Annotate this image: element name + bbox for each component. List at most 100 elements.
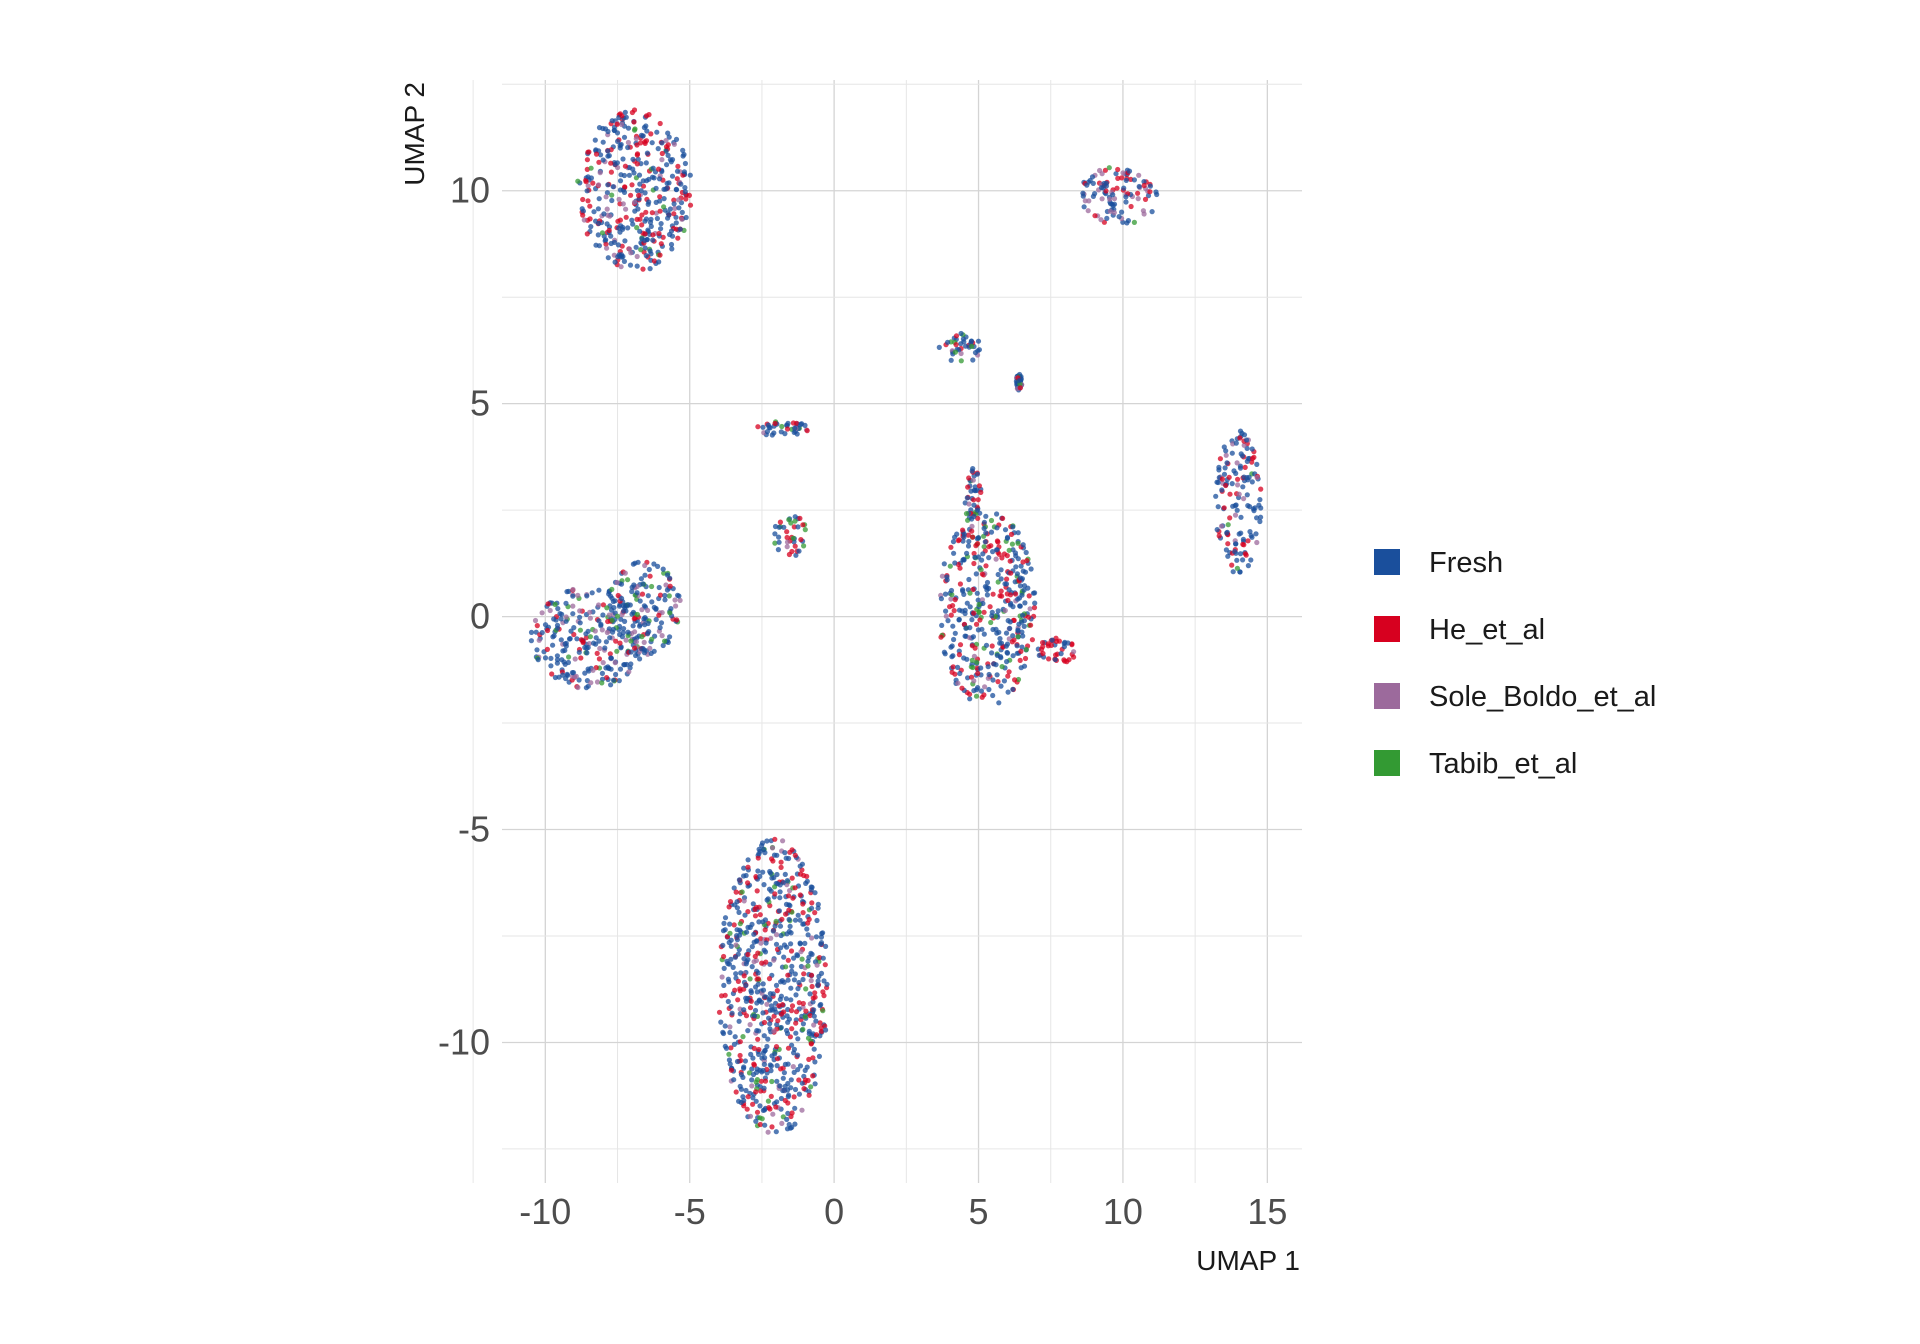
- point-he-et-al: [810, 1073, 816, 1079]
- point-fresh: [791, 1046, 798, 1052]
- point-fresh: [606, 153, 612, 159]
- point-he-et-al: [792, 885, 798, 891]
- point-he-et-al: [766, 976, 773, 982]
- point-fresh: [1015, 530, 1021, 536]
- point-he-et-al: [675, 235, 681, 241]
- point-fresh: [681, 169, 688, 175]
- point-he-et-al: [949, 669, 955, 675]
- point-fresh: [1014, 643, 1020, 649]
- point-fresh: [1019, 644, 1025, 650]
- point-he-et-al: [1007, 592, 1014, 598]
- point-tabib-et-al: [974, 659, 980, 665]
- point-he-et-al: [800, 522, 806, 528]
- point-he-et-al: [756, 904, 762, 910]
- point-he-et-al: [990, 591, 996, 597]
- point-fresh: [1002, 527, 1009, 533]
- point-fresh: [1222, 465, 1228, 471]
- point-he-et-al: [1128, 203, 1134, 210]
- point-fresh: [629, 217, 635, 223]
- point-he-et-al: [583, 635, 589, 641]
- point-he-et-al: [785, 957, 791, 963]
- point-fresh: [988, 529, 995, 535]
- point-fresh: [998, 567, 1004, 573]
- point-fresh: [1080, 190, 1086, 196]
- point-fresh: [1004, 659, 1010, 665]
- point-fresh: [628, 649, 634, 655]
- point-tabib-et-al: [666, 593, 672, 599]
- point-fresh: [748, 1051, 754, 1057]
- point-fresh: [764, 429, 771, 435]
- point-sole-boldo-et-al: [641, 639, 647, 646]
- point-he-et-al: [1022, 655, 1029, 662]
- x-axis-title: UMAP 1: [1196, 1245, 1300, 1276]
- point-he-et-al: [820, 989, 826, 995]
- point-he-et-al: [687, 202, 694, 208]
- point-he-et-al: [673, 226, 680, 232]
- point-fresh: [1116, 214, 1122, 220]
- point-he-et-al: [613, 638, 619, 644]
- point-fresh: [1018, 665, 1024, 671]
- point-he-et-al: [590, 180, 596, 186]
- point-fresh: [563, 618, 569, 624]
- point-fresh: [1240, 557, 1246, 563]
- point-fresh: [778, 1024, 784, 1031]
- point-fresh: [726, 1057, 733, 1063]
- point-fresh: [625, 144, 631, 151]
- point-fresh: [679, 209, 685, 215]
- point-fresh: [945, 618, 951, 624]
- point-sole-boldo-et-al: [672, 205, 678, 211]
- point-he-et-al: [806, 1092, 812, 1098]
- point-fresh: [773, 941, 780, 947]
- point-fresh: [605, 148, 611, 154]
- point-he-et-al: [1062, 658, 1068, 664]
- point-tabib-et-al: [740, 1034, 746, 1040]
- point-he-et-al: [623, 214, 629, 220]
- point-fresh: [734, 905, 741, 911]
- point-fresh: [767, 1021, 773, 1027]
- point-fresh: [615, 242, 622, 248]
- point-he-et-al: [549, 671, 555, 677]
- point-sole-boldo-et-al: [671, 141, 678, 147]
- point-sole-boldo-et-al: [532, 617, 539, 624]
- x-axis-ticks: -10 -5 0 5 10 15: [519, 1191, 1287, 1232]
- point-fresh: [1238, 451, 1244, 457]
- point-tabib-et-al: [769, 1078, 775, 1085]
- point-fresh: [595, 232, 601, 238]
- point-fresh: [767, 996, 773, 1002]
- point-he-et-al: [638, 140, 644, 146]
- point-fresh: [1003, 630, 1010, 636]
- point-fresh: [622, 605, 628, 611]
- point-fresh: [722, 1023, 728, 1029]
- point-fresh: [600, 139, 606, 145]
- point-fresh: [980, 551, 986, 557]
- point-fresh: [742, 1058, 749, 1064]
- point-fresh: [788, 1077, 794, 1083]
- point-he-et-al: [643, 113, 650, 119]
- point-fresh: [734, 937, 741, 943]
- point-fresh: [1234, 557, 1240, 563]
- point-he-et-al: [1004, 576, 1010, 582]
- point-tabib-et-al: [588, 165, 594, 171]
- point-fresh: [978, 688, 985, 694]
- point-fresh: [1015, 556, 1021, 562]
- point-fresh: [788, 985, 794, 991]
- point-fresh: [741, 873, 747, 879]
- point-fresh: [617, 145, 623, 151]
- point-he-et-al: [719, 993, 725, 999]
- point-fresh: [969, 468, 975, 474]
- point-sole-boldo-et-al: [1135, 196, 1141, 202]
- point-fresh: [655, 563, 661, 570]
- point-fresh: [757, 1103, 763, 1109]
- point-he-et-al: [1115, 175, 1121, 181]
- point-fresh: [1254, 461, 1260, 467]
- point-fresh: [768, 1068, 774, 1074]
- point-fresh: [1014, 571, 1021, 577]
- point-sole-boldo-et-al: [1254, 474, 1260, 481]
- point-fresh: [627, 665, 633, 671]
- point-fresh: [743, 995, 749, 1001]
- point-fresh: [664, 180, 670, 186]
- point-tabib-et-al: [978, 567, 984, 573]
- legend-key-sole-boldo-et-al: [1374, 683, 1400, 709]
- point-fresh: [774, 871, 780, 878]
- point-he-et-al: [960, 527, 966, 533]
